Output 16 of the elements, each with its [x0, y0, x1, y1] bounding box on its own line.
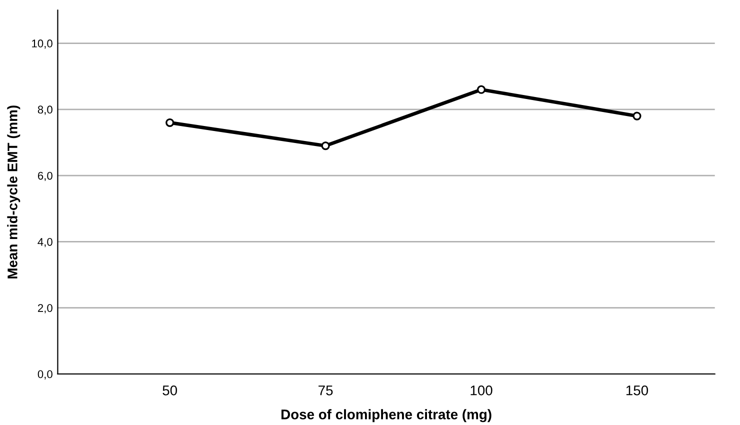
y-tick-label: 2,0 — [38, 304, 52, 314]
x-tick-label: 50 — [162, 385, 178, 396]
point — [166, 118, 174, 127]
y-tick-label: 10,0 — [32, 40, 52, 49]
y-tick-label: 6,0 — [38, 172, 52, 182]
x-tick-label: 100 — [470, 385, 492, 396]
y-tick-label: 8,0 — [38, 106, 52, 115]
point — [476, 85, 486, 94]
x-tick-label: 150 — [626, 385, 648, 396]
y-axis-title: Mean mid-cycle EMT (mm) — [7, 106, 20, 278]
x-axis-title: Dose of clomiphene citrate (mg) — [281, 409, 492, 422]
y-tick-label: 0,0 — [38, 370, 52, 380]
point — [632, 112, 642, 120]
y-tick-label: 4,0 — [38, 238, 52, 248]
x-tick-label: 75 — [318, 386, 333, 396]
point — [321, 141, 330, 150]
